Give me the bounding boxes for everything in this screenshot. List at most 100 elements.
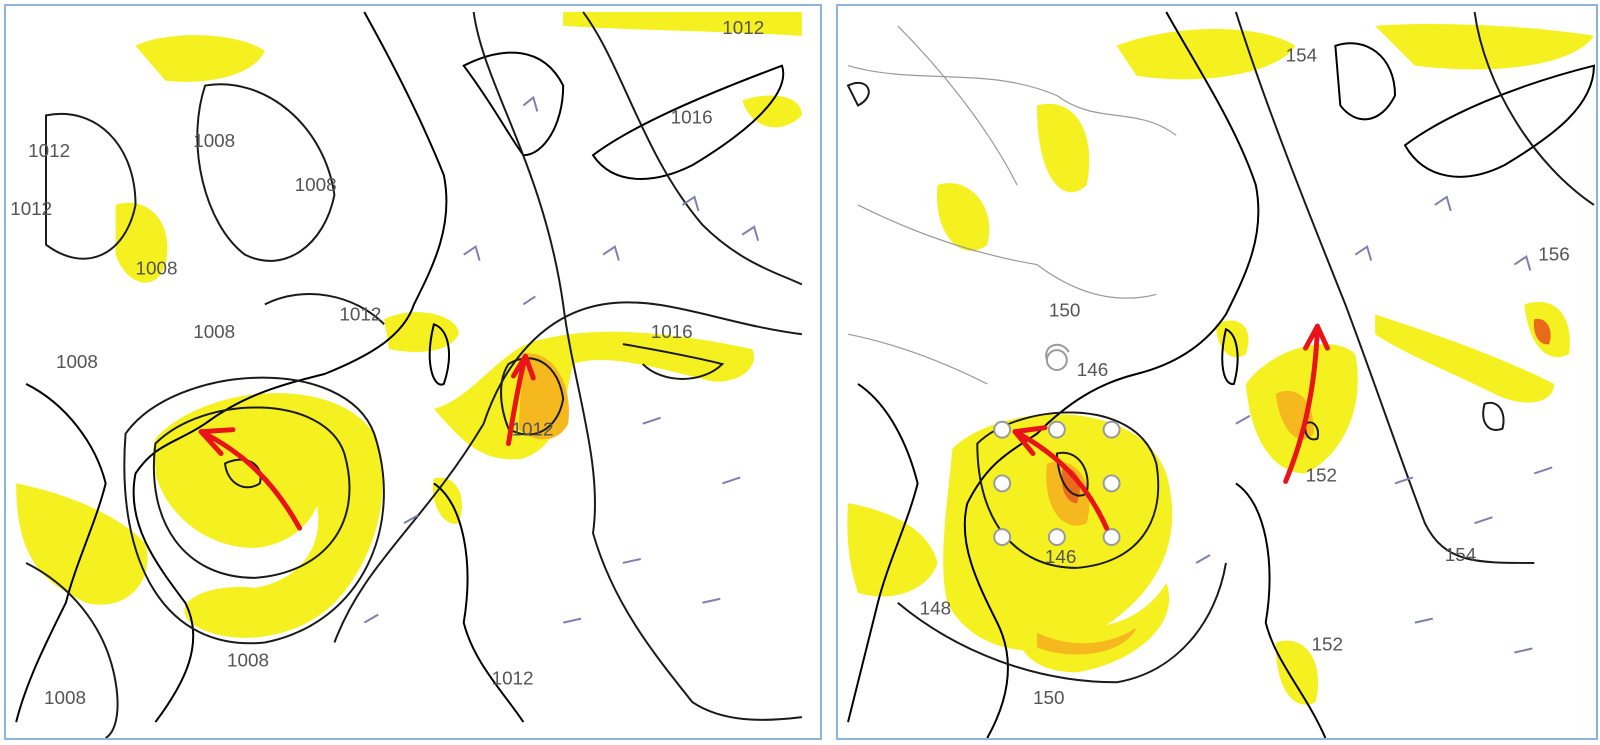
height-contour <box>1234 11 1535 564</box>
right-map-svg: 154 156 150 146 146 152 154 148 152 150 <box>846 11 1595 738</box>
height-contour <box>897 562 1227 684</box>
border <box>897 25 1018 186</box>
coastline <box>15 383 107 723</box>
red-track-arrow-icon <box>1012 429 1110 531</box>
precip-area <box>1036 627 1137 655</box>
coastline <box>428 322 450 386</box>
isobar-label: 1012 <box>10 199 52 220</box>
coastline <box>132 11 448 723</box>
right-border-layer <box>847 25 1177 385</box>
grid-point <box>1047 420 1066 439</box>
isobar-label: 1012 <box>722 18 764 39</box>
right-precip-layer <box>847 23 1594 705</box>
left-isobar-labels: 1012 1016 1008 1012 1008 1008 1012 1008 … <box>10 18 764 709</box>
precip-area <box>1216 320 1249 358</box>
isobar <box>123 376 385 645</box>
isobar-label: 1008 <box>193 322 235 343</box>
precip-area <box>384 312 459 352</box>
isobar-label: 1008 <box>193 131 235 152</box>
grid-point <box>1047 528 1066 547</box>
wind-barb-icon <box>1434 195 1452 212</box>
isobar-label: 1008 <box>295 175 337 196</box>
coastline <box>1221 327 1239 385</box>
right-wind-barbs <box>1195 195 1553 654</box>
red-track-arrow-icon <box>510 353 536 381</box>
height-label: 146 <box>1045 547 1077 568</box>
coastline <box>847 383 919 723</box>
precip-area <box>135 35 265 82</box>
height-label: 148 <box>920 599 952 620</box>
coastline <box>1403 64 1595 178</box>
precip-area <box>563 11 802 36</box>
right-track-arrows <box>1012 323 1330 531</box>
wind-barb-icon <box>1195 554 1211 564</box>
isobar-label: 1008 <box>44 688 86 709</box>
precip-area <box>742 95 802 128</box>
red-track-arrow-icon <box>1283 323 1320 484</box>
isobar-label: 1008 <box>227 650 269 671</box>
isobar <box>582 11 803 286</box>
grid-point <box>993 420 1012 439</box>
isobar <box>333 301 802 643</box>
precip-area <box>155 410 324 549</box>
red-track-arrow-icon <box>1303 323 1330 351</box>
isobar-label: 1012 <box>492 668 534 689</box>
precip-area <box>1375 23 1594 70</box>
grid-point <box>1102 420 1121 439</box>
right-map-panel: 154 156 150 146 146 152 154 148 152 150 <box>836 4 1598 740</box>
coastline <box>462 51 565 157</box>
coastline <box>591 64 785 180</box>
isobar <box>472 11 802 721</box>
isobar-label: 1016 <box>651 322 693 343</box>
isobar-label: 1016 <box>671 107 713 128</box>
precip-area <box>847 503 938 597</box>
red-track-arrow-icon <box>1012 425 1048 457</box>
isobar <box>264 293 385 325</box>
wind-barb-icon <box>522 95 539 112</box>
wind-barb-icon <box>463 245 481 261</box>
wind-barb-icon <box>522 295 536 306</box>
wind-barb-icon <box>721 476 741 485</box>
left-wind-barbs <box>363 95 760 624</box>
wind-barb-icon <box>702 597 721 604</box>
coastline <box>963 11 1260 738</box>
precip-area <box>936 183 990 251</box>
left-map-panel: 1012 1016 1008 1012 1008 1008 1012 1008 … <box>4 4 822 740</box>
height-label: 150 <box>1033 688 1065 709</box>
wind-barb-icon <box>622 558 641 564</box>
left-map-svg: 1012 1016 1008 1012 1008 1008 1012 1008 … <box>10 11 803 738</box>
precip-area <box>1275 640 1319 705</box>
isobar-label: 1012 <box>28 141 70 162</box>
isobar-label: 1008 <box>136 259 178 280</box>
grid-point <box>993 528 1012 547</box>
left-isobar-layer <box>25 11 803 738</box>
height-contour <box>1304 421 1320 441</box>
wind-barb-icon <box>1414 617 1434 624</box>
isobar-label: 1012 <box>339 304 381 325</box>
border <box>857 204 1157 299</box>
isobar-label: 1012 <box>511 420 553 441</box>
isobar <box>500 357 565 436</box>
right-height-labels: 154 156 150 146 146 152 154 148 152 150 <box>920 46 1570 709</box>
border <box>847 333 988 385</box>
precip-area <box>433 331 755 460</box>
isobar-label: 1008 <box>56 352 98 373</box>
left-track-arrows <box>198 353 536 531</box>
wind-barb-icon <box>1533 466 1553 475</box>
precip-area <box>1375 314 1555 403</box>
wind-barb-icon <box>1235 414 1251 425</box>
red-track-arrow-icon <box>198 429 303 531</box>
red-track-arrow-icon <box>505 353 528 447</box>
wind-barb-icon <box>1354 245 1373 261</box>
height-label: 150 <box>1049 300 1081 321</box>
coastline <box>433 482 525 723</box>
wind-barb-icon <box>602 245 620 261</box>
grid-point <box>993 474 1012 493</box>
height-contour <box>1473 11 1595 206</box>
wind-barb-icon <box>642 416 661 425</box>
left-coastline-layer <box>15 11 785 723</box>
height-label: 152 <box>1311 634 1343 655</box>
isobar <box>45 112 137 260</box>
red-track-arrow-icon <box>198 427 236 457</box>
wind-barb-icon <box>1514 647 1533 654</box>
